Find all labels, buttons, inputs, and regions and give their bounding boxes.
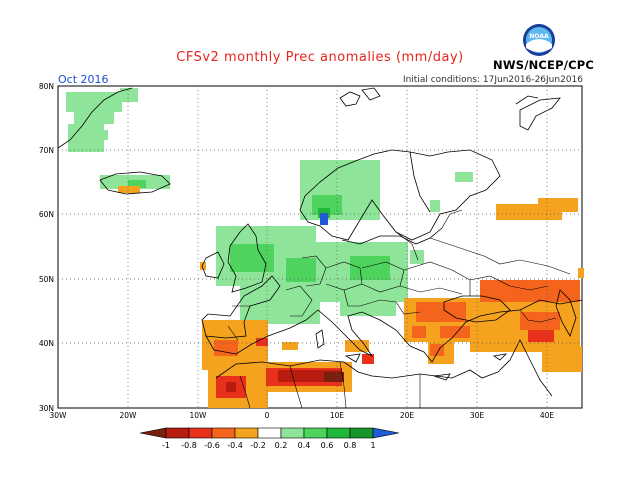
colorbar-label: 0.6 xyxy=(321,441,334,450)
lon-label: 20E xyxy=(400,411,415,420)
map-title: CFSv2 monthly Prec anomalies (mm/day) xyxy=(176,50,464,65)
colorbar-swatch xyxy=(326,427,351,439)
initial-conditions: Initial conditions: 17Jun2016-26Jun2016 xyxy=(402,75,583,85)
colorbar-swatch xyxy=(303,427,328,439)
colorbar-swatch xyxy=(188,427,213,439)
lat-label: 50N xyxy=(39,275,54,284)
noaa-logo: NOAA xyxy=(523,24,555,56)
colorbar-swatch xyxy=(139,427,167,439)
longitude-labels: 30W 20W 10W 0 10E 20E 30E 40E xyxy=(50,411,555,420)
colorbar-swatches xyxy=(139,427,400,439)
lat-label: 60N xyxy=(39,210,54,219)
lon-label: 40E xyxy=(540,411,555,420)
lat-label: 30N xyxy=(39,404,54,413)
lon-label: 30E xyxy=(470,411,485,420)
colorbar-swatch xyxy=(280,427,305,439)
country-borders xyxy=(227,209,571,409)
colorbar-label: 0.4 xyxy=(298,441,311,450)
colorbar-label: 0.2 xyxy=(275,441,288,450)
colorbar-swatch xyxy=(349,427,374,439)
lon-label: 0 xyxy=(265,411,270,420)
forecast-month: Oct 2016 xyxy=(58,73,109,86)
colorbar-swatch xyxy=(372,427,400,439)
lon-label: 10E xyxy=(330,411,345,420)
lat-label: 40N xyxy=(39,339,54,348)
scandinavia-wet-area xyxy=(300,160,473,225)
colorbar-label: -0.4 xyxy=(227,441,243,450)
coastlines xyxy=(57,87,583,397)
colorbar-swatch xyxy=(165,427,190,439)
lat-label: 80N xyxy=(39,82,54,91)
greenland-wet-area xyxy=(66,88,138,152)
colorbar-label: -0.2 xyxy=(250,441,266,450)
colorbar-swatch xyxy=(234,427,259,439)
agency-label: NWS/NCEP/CPC xyxy=(493,58,595,72)
graticule xyxy=(58,86,582,408)
colorbar-label: -0.6 xyxy=(204,441,220,450)
north-africa-dry-area xyxy=(202,320,374,408)
lon-label: 10W xyxy=(190,411,208,420)
colorbar-swatch xyxy=(257,427,282,439)
colorbar-swatch xyxy=(211,427,236,439)
colorbar-label: 1 xyxy=(370,441,375,450)
colorbar-label: -1 xyxy=(162,441,170,450)
colorbar-label: 0.8 xyxy=(344,441,357,450)
colorbar-label: -0.8 xyxy=(181,441,197,450)
lat-label: 70N xyxy=(39,146,54,155)
latitude-labels: 80N 70N 60N 50N 40N 30N xyxy=(39,82,54,413)
logo-text: NOAA xyxy=(529,33,549,40)
colorbar-labels: -1 -0.8 -0.6 -0.4 -0.2 0.2 0.4 0.6 0.8 1 xyxy=(162,441,376,450)
lon-label: 20W xyxy=(120,411,138,420)
turkey-dry-area xyxy=(120,186,584,372)
lon-label: 30W xyxy=(50,411,68,420)
